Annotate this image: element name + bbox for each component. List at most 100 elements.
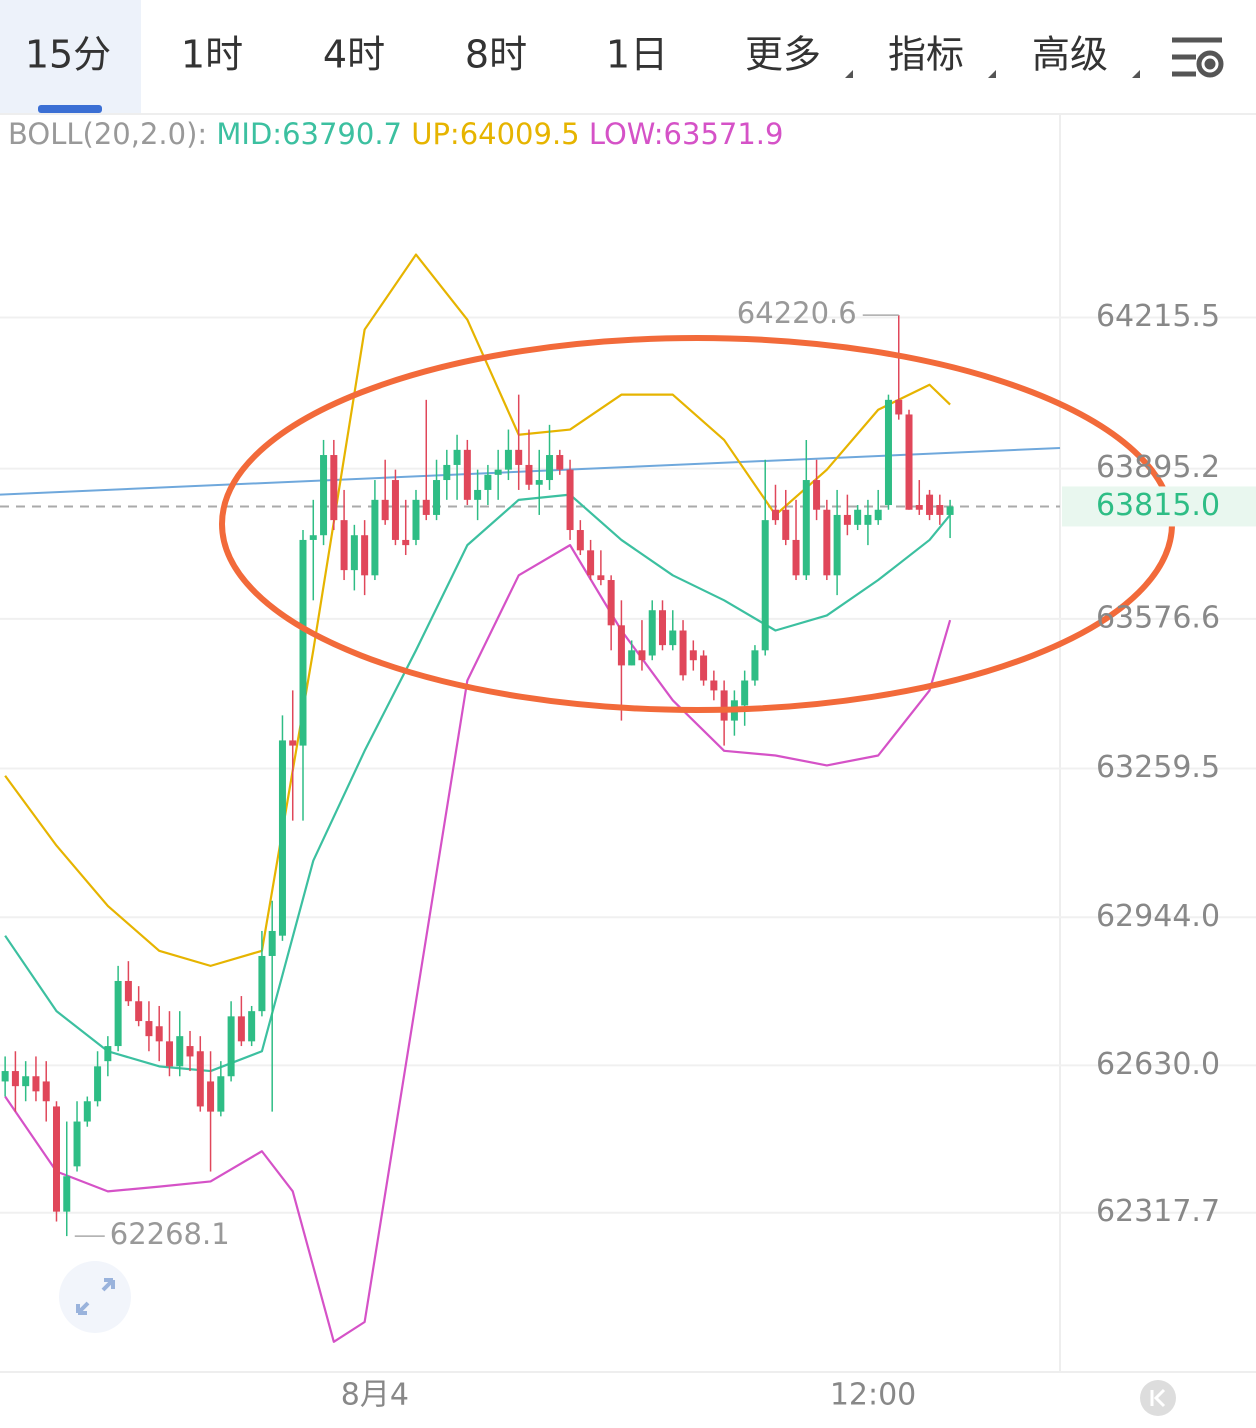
boll-line (4, 493, 951, 1073)
settings-icon[interactable] (1172, 37, 1224, 78)
candle-body (309, 535, 317, 540)
candle-body (741, 680, 749, 706)
selected-tab-indicator (38, 105, 102, 113)
candle-body (52, 1106, 60, 1212)
candle-body (361, 535, 369, 576)
candle-body (751, 650, 759, 681)
candle-body (525, 464, 533, 485)
candle-body (843, 514, 851, 525)
candle-body (278, 740, 286, 936)
indicator-legend: BOLL(20,2.0): MID:63790.7 UP:64009.5 LOW… (8, 117, 783, 151)
legend-up: UP:64009.5 (411, 117, 579, 151)
candle-body (433, 480, 441, 515)
candle-body (207, 1081, 215, 1112)
tab[interactable]: 4时 (323, 33, 385, 77)
candle-body (145, 1021, 153, 1037)
candle-body (402, 539, 410, 546)
y-tick-label: 63895.2 (1096, 450, 1220, 485)
candle-body (874, 509, 882, 521)
candle-body (854, 509, 862, 525)
legend-mid: MID:63790.7 (216, 117, 402, 151)
candle-body (463, 449, 471, 500)
candle-body (905, 414, 913, 510)
x-tick-label: 12:00 (830, 1378, 916, 1413)
candle-body (73, 1121, 81, 1167)
candle-body (135, 1001, 143, 1022)
tab[interactable]: 15分 (25, 33, 111, 77)
candle-body (22, 1076, 30, 1087)
candle-body (227, 1016, 235, 1077)
dropdown-caret (988, 70, 996, 78)
candle-body (63, 1176, 71, 1212)
tab[interactable]: 指标 (888, 33, 964, 77)
min-label: 62268.1 (110, 1217, 230, 1251)
y-tick-label: 63259.5 (1096, 750, 1220, 785)
y-tick-label: 62630.0 (1096, 1047, 1220, 1082)
candle-body (104, 1046, 112, 1062)
candle-body (617, 625, 625, 666)
candle-body (771, 509, 779, 521)
candle-body (340, 520, 348, 571)
candle-body (258, 955, 266, 1012)
candle-body (782, 509, 790, 540)
candle-body (648, 610, 656, 656)
current-price-tag (1062, 486, 1256, 527)
tab[interactable]: 高级 (1032, 33, 1108, 77)
candle-body (422, 499, 430, 515)
expand-button[interactable] (59, 1261, 131, 1333)
candle-body (936, 505, 944, 515)
candle-body (833, 514, 841, 576)
candle-body (638, 650, 646, 661)
candle-body (443, 464, 451, 481)
legend-low: LOW:63571.9 (589, 117, 784, 151)
dropdown-caret (1132, 70, 1140, 78)
tabs: 15分 1时 4时 8时 1日 更多 指标 高级 (25, 33, 1140, 78)
candle-body (679, 630, 687, 676)
candle-body (155, 1026, 163, 1042)
candle-body (802, 480, 810, 576)
tab[interactable]: 更多 (745, 33, 821, 77)
candle-body (792, 539, 800, 576)
candle-body (94, 1066, 102, 1102)
axis: 64215.5 63895.2 63576.6 63259.5 62944.0 62630… (74, 296, 1256, 1413)
candle-body (320, 455, 328, 536)
candle-body (1, 1071, 9, 1082)
candle-body (576, 530, 584, 551)
scroll-latest-button[interactable] (1140, 1380, 1176, 1416)
dropdown-caret (845, 70, 853, 78)
candle-body (720, 690, 728, 721)
tab[interactable]: 1时 (181, 33, 243, 77)
candle-body (546, 455, 554, 481)
candle-body (350, 535, 358, 571)
y-tick-label: 62944.0 (1096, 899, 1220, 934)
tab[interactable]: 1日 (606, 33, 668, 77)
candle-body (823, 509, 831, 576)
candle-body (504, 449, 512, 470)
candle-body (268, 930, 276, 956)
candle-body (895, 399, 903, 415)
candle-body (371, 499, 379, 576)
candle-body (700, 655, 708, 681)
candle-body (761, 520, 769, 651)
candle-body (915, 505, 923, 510)
plot (0, 253, 1061, 1343)
boll-line (4, 253, 951, 967)
candle-body (11, 1071, 19, 1087)
candle-body (83, 1101, 91, 1122)
candle-body (515, 449, 523, 465)
candle-body (196, 1051, 204, 1107)
candle-body (186, 1046, 194, 1057)
candle-body (412, 499, 420, 540)
selected-tab-bg (0, 0, 141, 114)
candle-body (926, 494, 934, 515)
boll-line (4, 544, 952, 1343)
candle-body (494, 469, 502, 475)
candle-body (535, 480, 543, 485)
candle-body (566, 469, 574, 531)
candle-body (710, 680, 718, 691)
tab[interactable]: 8时 (465, 33, 527, 77)
candle-body (813, 480, 821, 510)
candle-body (607, 580, 615, 626)
candle-body (165, 1041, 173, 1067)
candle-body (32, 1076, 40, 1092)
